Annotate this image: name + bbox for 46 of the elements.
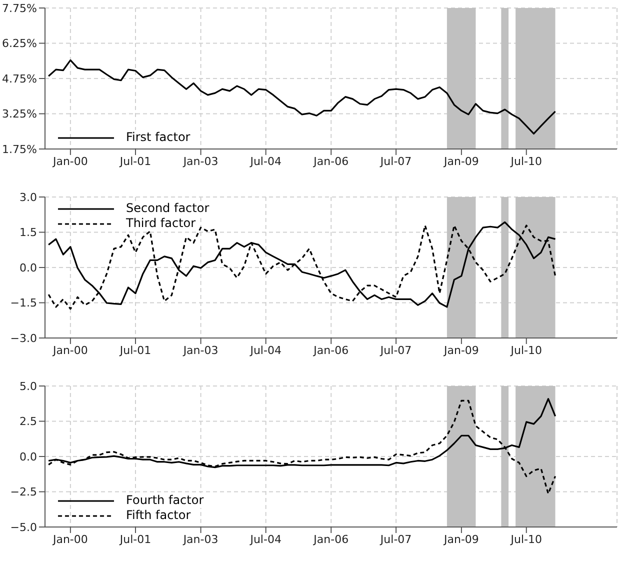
x-tick-label: Jul-10 (510, 154, 542, 168)
y-tick-label: 1.5 (20, 226, 37, 240)
y-tick-label: 4.75% (2, 72, 37, 86)
y-tick-label: −5.0 (10, 520, 37, 534)
x-tick-label: Jan-06 (312, 532, 349, 546)
x-tick-label: Jan-03 (182, 344, 218, 357)
x-tick-label: Jan-09 (442, 344, 479, 357)
y-tick-label: 5.0 (20, 380, 37, 393)
x-tick-label: Jan-00 (52, 154, 88, 168)
legend-label: Fourth factor (126, 493, 204, 508)
x-tick-label: Jul-04 (249, 154, 282, 168)
y-tick-label: 6.25% (2, 37, 37, 50)
x-tick-label: Jul-01 (118, 154, 152, 168)
y-tick-label: 0.0 (20, 450, 37, 464)
y-tick-label: 0.0 (20, 261, 37, 274)
legend-label: First factor (126, 130, 190, 145)
y-tick-label: 7.75% (2, 2, 37, 15)
x-tick-label: Jul-07 (379, 532, 412, 546)
y-tick-label: 2.5 (20, 415, 37, 428)
legend-label: Second factor (126, 201, 210, 216)
x-tick-label: Jan-06 (312, 344, 349, 357)
y-tick-label: 3.0 (20, 190, 37, 204)
x-tick-label: Jan-00 (52, 532, 88, 546)
legend-label: Third factor (126, 216, 196, 231)
line-series (48, 400, 556, 495)
x-tick-label: Jul-07 (379, 154, 412, 168)
x-tick-label: Jul-04 (249, 344, 282, 357)
y-tick-label: 1.75% (2, 142, 37, 156)
x-tick-label: Jul-01 (118, 532, 152, 546)
x-tick-label: Jul-10 (510, 532, 542, 546)
x-tick-label: Jan-03 (182, 532, 218, 546)
x-tick-label: Jul-10 (510, 344, 542, 357)
x-tick-label: Jan-09 (442, 532, 479, 546)
y-tick-label: 3.25% (2, 108, 37, 121)
y-tick-label: −2.5 (10, 486, 37, 499)
y-tick-label: −3.0 (10, 332, 37, 345)
legend: First factor (58, 130, 278, 145)
x-tick-label: Jan-03 (182, 154, 218, 168)
x-tick-label: Jul-07 (379, 344, 412, 357)
legend-label: Fifth factor (126, 508, 191, 523)
x-tick-label: Jul-01 (118, 344, 152, 357)
x-tick-label: Jan-06 (312, 154, 349, 168)
x-tick-label: Jan-00 (52, 344, 88, 357)
x-tick-label: Jul-04 (249, 532, 282, 546)
x-tick-label: Jan-09 (442, 154, 479, 168)
y-tick-label: −1.5 (10, 296, 37, 310)
